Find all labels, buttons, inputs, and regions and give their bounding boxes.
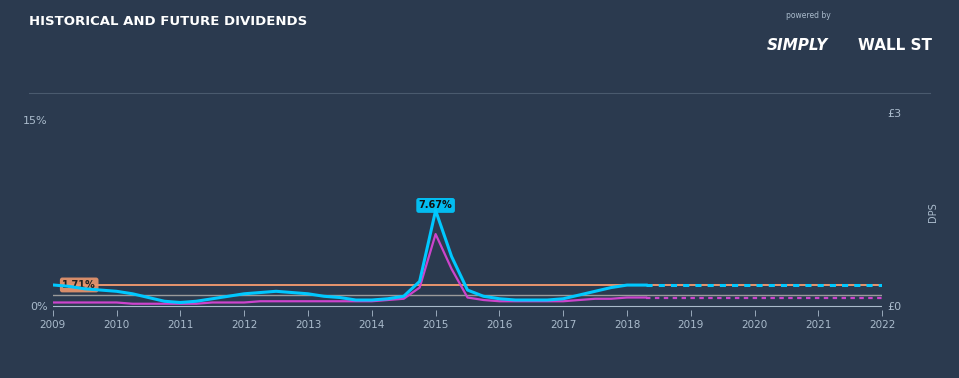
Text: 1.71%: 1.71%	[62, 280, 96, 290]
Text: 7.67%: 7.67%	[419, 200, 453, 211]
Text: powered by: powered by	[786, 11, 831, 20]
Legend: DTY yield, DTY DPS, DTY Yield Estimates, DTY DPS Estimates, Consumer Services, M: DTY yield, DTY DPS, DTY Yield Estimates,…	[177, 374, 758, 378]
Text: DPS: DPS	[928, 202, 938, 222]
Text: SIMPLY: SIMPLY	[767, 38, 829, 53]
Text: WALL ST: WALL ST	[858, 38, 932, 53]
Text: HISTORICAL AND FUTURE DIVIDENDS: HISTORICAL AND FUTURE DIVIDENDS	[29, 15, 307, 28]
